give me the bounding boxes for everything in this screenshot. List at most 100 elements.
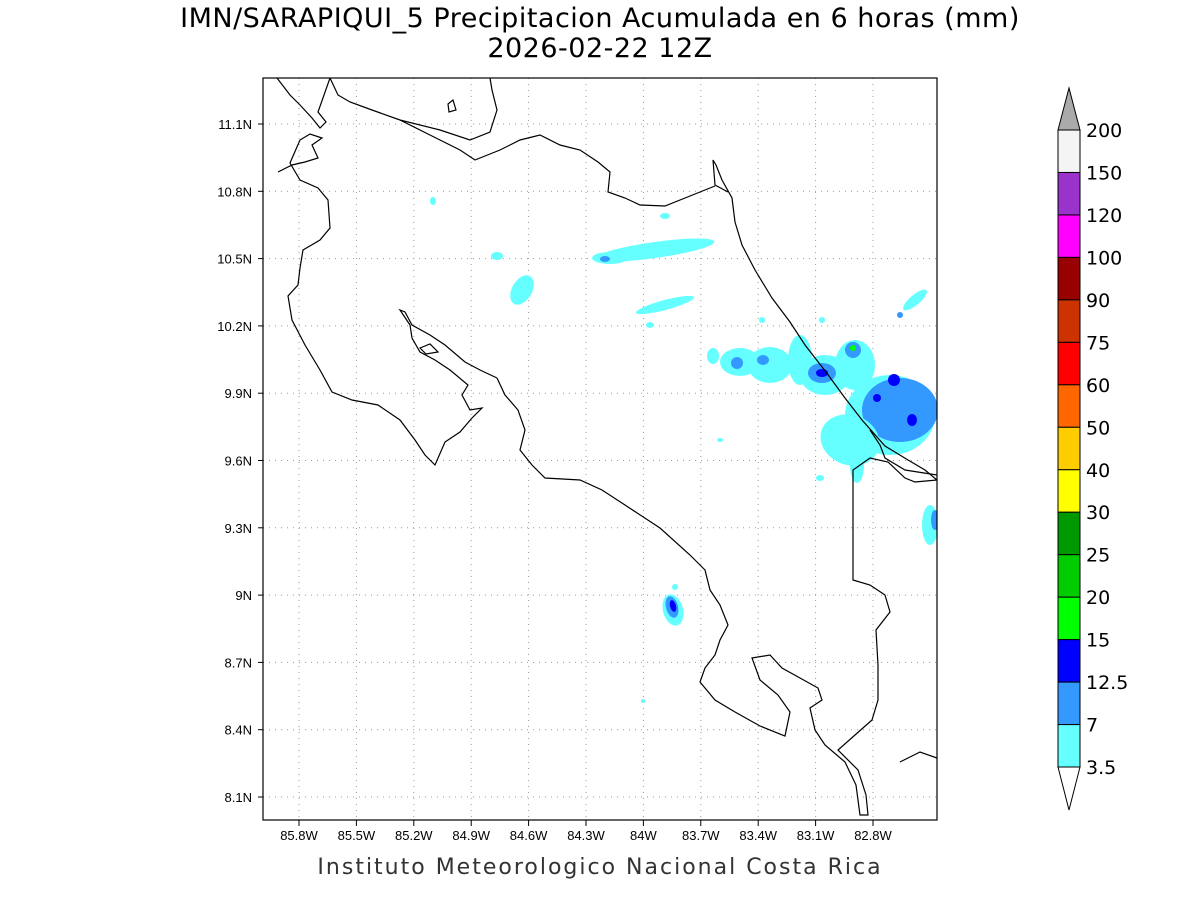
- precip-contour: [873, 394, 881, 402]
- precipitation-field: [430, 197, 937, 703]
- lat-tick-label: 10.2N: [217, 319, 252, 334]
- precip-contour: [635, 295, 695, 315]
- precip-contour: [660, 213, 670, 219]
- precip-contour: [819, 317, 825, 323]
- colorbar-swatch: [1057, 256, 1081, 301]
- nicaragua-cr-river-border: [399, 119, 716, 207]
- precip-contour: [592, 252, 628, 264]
- precip-contour: [430, 197, 436, 205]
- precip-contour: [707, 348, 719, 364]
- axis-ticks: 11.1N 10.8N 10.5N 10.2N 9.9N 9.6N 9.3N 9N 8.7N 8.…: [217, 117, 892, 843]
- lat-tick-label: 8.4N: [225, 723, 252, 738]
- lon-tick-label: 84.3W: [567, 828, 605, 843]
- lat-tick-label: 9.6N: [225, 454, 252, 469]
- lat-tick-label: 8.1N: [225, 790, 252, 805]
- nicaragua-border: [276, 78, 331, 129]
- precip-contour: [669, 600, 677, 612]
- colorbar-label: 200: [1086, 120, 1122, 142]
- lat-tick-label: 10.5N: [217, 252, 252, 267]
- lon-tick-label: 83.1W: [797, 828, 835, 843]
- colorbar-label: 75: [1086, 332, 1110, 354]
- precip-contour: [491, 252, 503, 260]
- colorbar-label: 90: [1086, 290, 1110, 312]
- colorbar-label: 7: [1086, 715, 1098, 737]
- precip-contour: [731, 357, 743, 369]
- lat-tick-label: 9.3N: [225, 521, 252, 536]
- lake-nicaragua-shore: [329, 78, 498, 141]
- lon-tick-label: 85.8W: [280, 828, 318, 843]
- colorbar-swatch: [1057, 426, 1081, 471]
- precip-contour: [850, 447, 864, 483]
- colorbar-under-triangle: [1057, 766, 1081, 811]
- colorbar-label: 60: [1086, 375, 1110, 397]
- precip-contour: [931, 510, 937, 530]
- precip-contour: [757, 355, 769, 365]
- colorbar-swatch: [1057, 129, 1081, 173]
- precip-contour: [672, 584, 678, 590]
- colorbar-swatch: [1057, 299, 1081, 343]
- lon-tick-label: 85.5W: [338, 828, 376, 843]
- precip-contour: [897, 312, 903, 318]
- lon-tick-label: 84.6W: [510, 828, 548, 843]
- lon-tick-label: 83.4W: [739, 828, 777, 843]
- precip-contour: [646, 322, 654, 328]
- precip-contour: [907, 414, 917, 426]
- map-frame: [262, 77, 938, 821]
- colorbar-label: 20: [1086, 587, 1110, 609]
- pacific-coast-north: [277, 133, 498, 467]
- pacific-coast-south: [496, 377, 937, 816]
- panama-border: [869, 429, 937, 476]
- coastlines: [276, 78, 937, 816]
- precip-contour: [759, 317, 765, 323]
- precip-contour: [835, 340, 875, 390]
- lon-tick-label: 84W: [630, 828, 657, 843]
- colorbar-swatch: [1057, 681, 1081, 726]
- precip-contour: [850, 345, 856, 351]
- colorbar-swatch: [1057, 384, 1081, 428]
- lat-tick-label: 10.8N: [217, 184, 252, 199]
- colorbar-swatch: [1057, 214, 1081, 258]
- colorbar-label: 12.5: [1086, 672, 1128, 694]
- colorbar-label: 150: [1086, 162, 1122, 184]
- caribbean-coast: [712, 159, 937, 481]
- colorbar-swatch: [1057, 596, 1081, 641]
- colorbar-over-triangle: [1057, 86, 1081, 131]
- precip-contour: [903, 289, 927, 311]
- colorbar-label: 50: [1086, 417, 1110, 439]
- colorbar-swatch: [1057, 639, 1081, 683]
- precip-contour: [641, 699, 645, 703]
- colorbar-label: 100: [1086, 247, 1122, 269]
- lon-tick-label: 85.2W: [395, 828, 433, 843]
- precip-contour: [820, 414, 880, 466]
- lon-tick-label: 82.8W: [854, 828, 892, 843]
- chira-island: [418, 343, 440, 355]
- colorbar-label: 3.5: [1086, 757, 1116, 779]
- colorbar-label: 25: [1086, 545, 1110, 567]
- colorbar: 200 150 120 100 90 75 60 50 40 30 25 20 15 12.5 7 3.5: [1057, 86, 1128, 811]
- lat-tick-label: 9.9N: [225, 386, 252, 401]
- island: [447, 98, 457, 113]
- lat-tick-label: 8.7N: [225, 655, 252, 670]
- lat-tick-label: 9N: [235, 588, 252, 603]
- colorbar-swatch: [1057, 469, 1081, 513]
- colorbar-swatch: [1057, 171, 1081, 216]
- lon-tick-label: 84.9W: [452, 828, 490, 843]
- lon-tick-label: 83.7W: [682, 828, 720, 843]
- colorbar-swatch: [1057, 341, 1081, 386]
- precip-contour: [717, 438, 723, 442]
- precip-contour: [600, 256, 610, 262]
- grid-lines: [263, 78, 937, 820]
- precip-contour: [862, 378, 937, 442]
- map-valid-time: 2026-02-22 12Z: [487, 33, 713, 64]
- colorbar-label: 40: [1086, 460, 1110, 482]
- colorbar-swatch: [1057, 724, 1081, 768]
- precip-contour: [748, 347, 792, 383]
- footer-credit: Instituto Meteorologico Nacional Costa R…: [317, 855, 883, 880]
- colorbar-label: 120: [1086, 205, 1122, 227]
- map-title: IMN/SARAPIQUI_5 Precipitacion Acumulada …: [180, 3, 1020, 34]
- lat-tick-label: 11.1N: [218, 117, 252, 132]
- colorbar-label: 15: [1086, 630, 1110, 652]
- precip-contour: [816, 475, 824, 481]
- panama-coast: [899, 751, 937, 763]
